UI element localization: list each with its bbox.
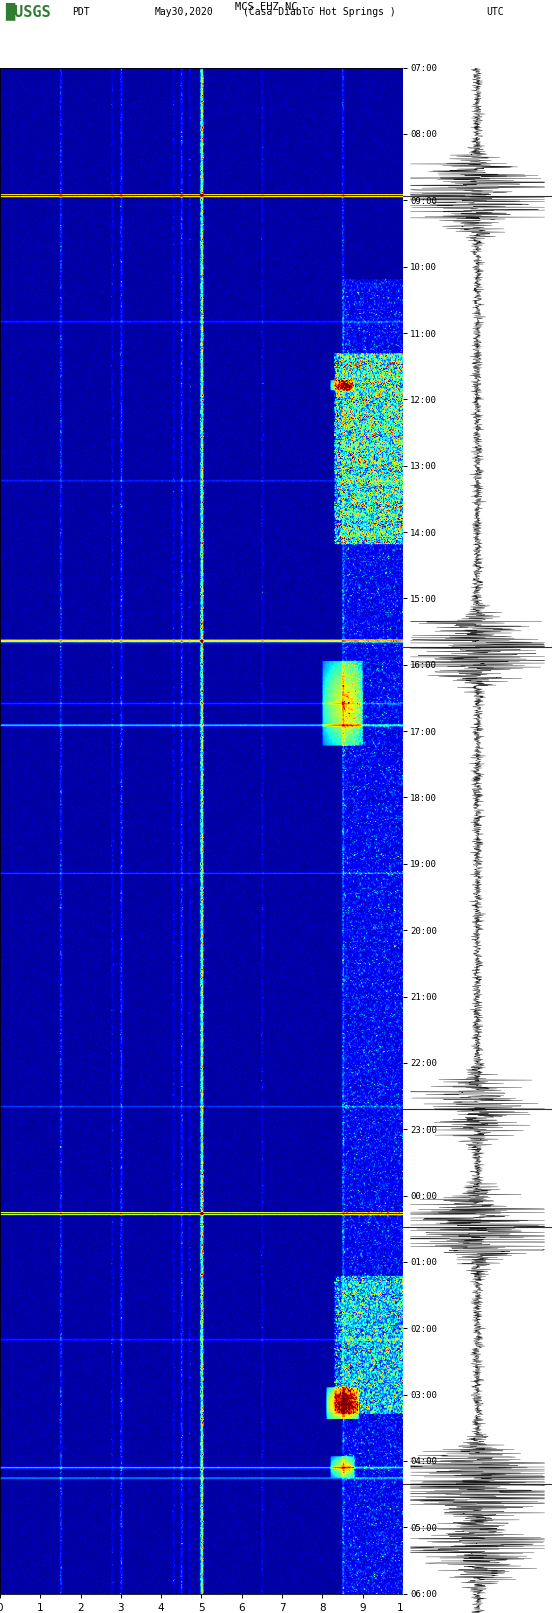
- Text: █USGS: █USGS: [6, 3, 51, 21]
- Text: (Casa Diablo Hot Springs ): (Casa Diablo Hot Springs ): [243, 6, 396, 18]
- Text: PDT: PDT: [72, 6, 89, 18]
- Text: UTC: UTC: [486, 6, 503, 18]
- Text: May30,2020: May30,2020: [155, 6, 213, 18]
- Text: MCS EHZ NC --: MCS EHZ NC --: [235, 3, 317, 13]
